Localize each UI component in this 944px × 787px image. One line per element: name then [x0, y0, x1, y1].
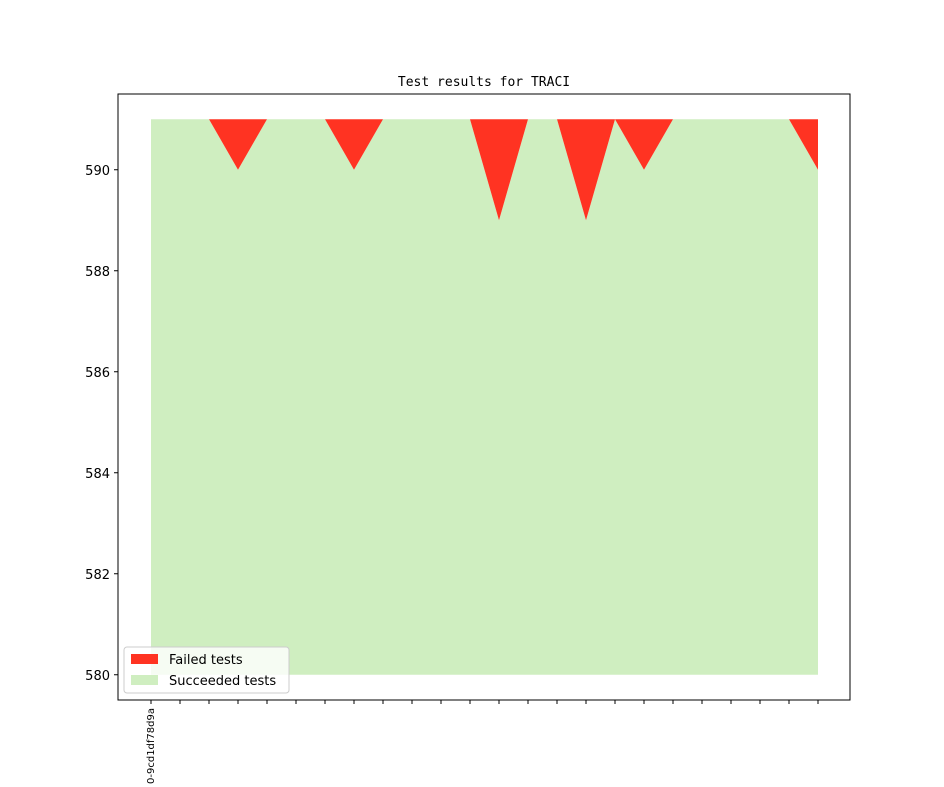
x-axis: 0-9cd1df78d9a	[146, 700, 819, 784]
plot-area	[151, 119, 818, 675]
y-tick-label: 582	[85, 568, 110, 583]
legend-swatch-succeeded	[131, 675, 158, 685]
y-tick-label: 584	[85, 467, 110, 482]
y-tick-label: 586	[85, 366, 110, 381]
legend-label-failed: Failed tests	[169, 653, 243, 668]
y-tick-label: 588	[85, 265, 110, 280]
legend-label-succeeded: Succeeded tests	[169, 674, 276, 689]
legend-box	[123, 646, 290, 694]
plot-frame	[117, 93, 851, 701]
y-axis: 580 582 584 586 588 590	[85, 164, 118, 684]
failed-area	[151, 119, 818, 221]
y-tick-label: 590	[85, 164, 110, 179]
legend: Failed tests Succeeded tests	[123, 646, 290, 694]
y-tick-label: 580	[85, 669, 110, 684]
chart-title: Test results for TRACI	[398, 75, 570, 90]
succeeded-area	[151, 119, 818, 675]
x-tick-label: 0-9cd1df78d9a	[146, 708, 157, 784]
legend-swatch-failed	[131, 654, 158, 664]
